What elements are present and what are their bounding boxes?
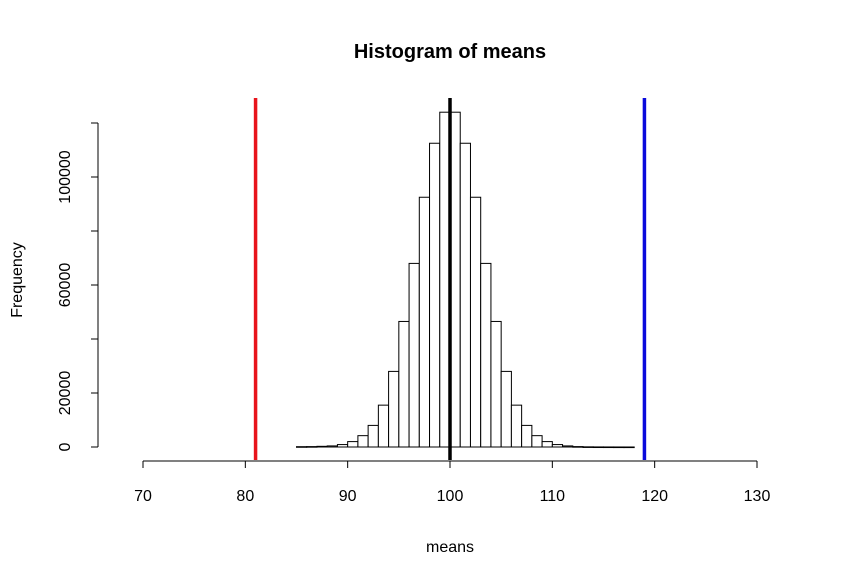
histogram-bar — [306, 446, 318, 448]
histogram-bar — [408, 262, 420, 448]
x-tick-label: 70 — [134, 488, 152, 505]
histogram-bar — [551, 444, 564, 448]
histogram-bar — [388, 370, 400, 448]
x-axis: 70 80 90 100 110 120 130 — [134, 460, 771, 505]
histogram-bar — [603, 446, 615, 449]
x-axis-label: means — [426, 539, 474, 556]
histogram-bar — [592, 446, 604, 449]
y-tick-label: 20000 — [57, 371, 74, 416]
reference-lines — [253, 98, 647, 460]
x-tick-label: 120 — [641, 488, 668, 505]
histogram-bar — [623, 446, 635, 449]
histogram-bars — [296, 111, 635, 449]
histogram-bar — [398, 320, 410, 448]
histogram-bar — [541, 441, 553, 448]
chart-title: Histogram of means — [354, 41, 546, 63]
histogram-bar — [296, 446, 308, 448]
histogram-bar — [480, 262, 492, 448]
y-tick-label: 100000 — [57, 150, 74, 203]
y-axis: 0 20000 60000 100000 — [57, 122, 99, 451]
histogram-bar — [367, 424, 379, 448]
x-tick-label: 110 — [540, 488, 566, 505]
x-tick-label: 80 — [236, 488, 254, 505]
histogram-bar — [357, 435, 369, 448]
y-axis-label: Frequency — [9, 242, 26, 318]
histogram-bar — [510, 404, 523, 448]
histogram-bar — [459, 142, 471, 448]
histogram-bar — [418, 196, 431, 448]
histogram-bar — [377, 404, 390, 448]
histogram-bar — [572, 446, 584, 448]
histogram-bar — [469, 196, 482, 448]
y-tick-label: 0 — [57, 442, 74, 451]
histogram-bar — [326, 445, 338, 448]
x-tick-label: 90 — [339, 488, 357, 505]
y-tick-label: 60000 — [57, 263, 74, 308]
histogram-bar — [531, 435, 543, 448]
histogram-bar — [316, 445, 328, 448]
x-tick-label: 100 — [437, 488, 464, 505]
histogram-bar — [490, 320, 502, 448]
histogram-bar — [562, 445, 574, 448]
histogram-bar — [613, 446, 625, 449]
histogram-bar — [521, 424, 533, 448]
histogram-bar — [336, 444, 349, 448]
histogram-bar — [500, 370, 512, 448]
x-tick-label: 130 — [744, 488, 771, 505]
histogram-bar — [582, 446, 594, 448]
histogram-bar — [347, 441, 359, 448]
histogram-bar — [429, 142, 441, 448]
